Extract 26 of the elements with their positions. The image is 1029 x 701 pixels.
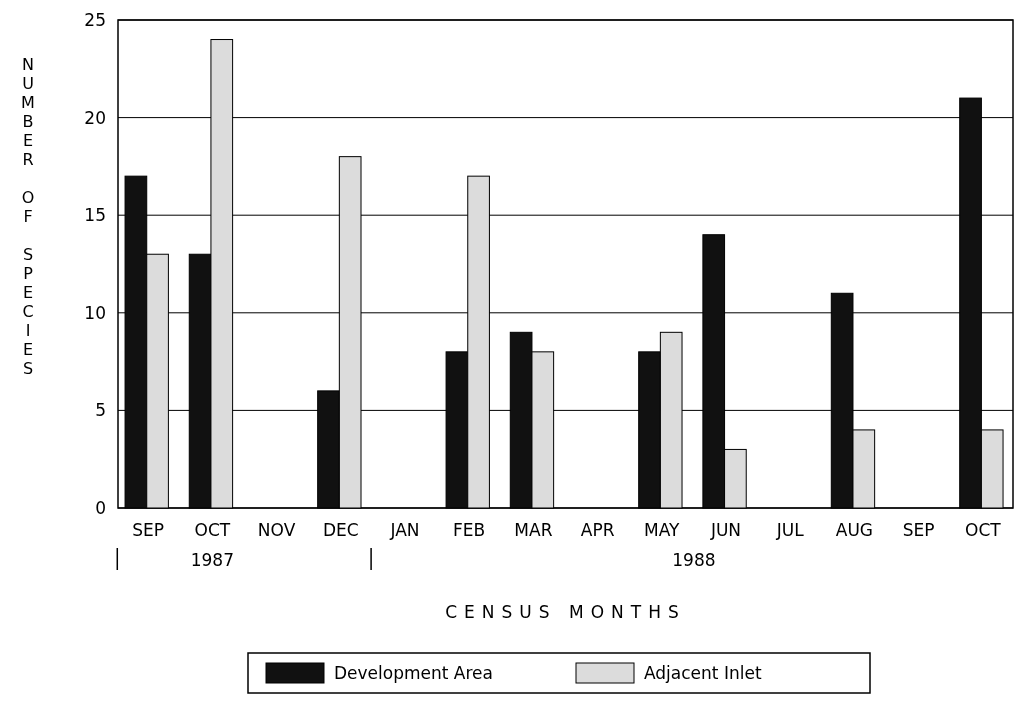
x-tick-label: JUN <box>709 520 742 540</box>
text: 1988 <box>672 550 716 570</box>
y-tick-label: 15 <box>84 205 106 226</box>
x-tick-label: DEC <box>322 520 359 540</box>
x-tick-label: MAR <box>514 520 553 540</box>
x-tick-label: NOV <box>257 520 296 540</box>
x-tick-label: JUL <box>775 520 805 540</box>
x-tick-label: AUG <box>835 520 874 540</box>
y-tick-label: 0 <box>95 497 106 518</box>
y-tick-label: 20 <box>84 107 106 128</box>
x-tick-label: APR <box>580 520 615 540</box>
x-tick-label: MAY <box>644 520 681 540</box>
x-tick-label: JAN <box>389 520 420 540</box>
x-tick-label: SEP <box>132 520 165 540</box>
x-tick-label: OCT <box>965 520 1002 540</box>
legend-label: Development Area <box>334 662 493 683</box>
x-tick-label: SEP <box>902 520 935 540</box>
x-axis-title: CENSUS MONTHS <box>445 602 686 622</box>
x-tick-label: OCT <box>194 520 231 540</box>
x-tick-label: FEB <box>453 520 486 540</box>
text: 1987 <box>190 550 235 570</box>
y-tick-label: 10 <box>84 302 106 323</box>
y-tick-label: 5 <box>95 400 106 421</box>
text: NUMBER OF SPECIES <box>21 55 35 378</box>
y-tick-label: 25 <box>84 9 106 30</box>
legend-label: Adjacent Inlet <box>644 662 762 683</box>
